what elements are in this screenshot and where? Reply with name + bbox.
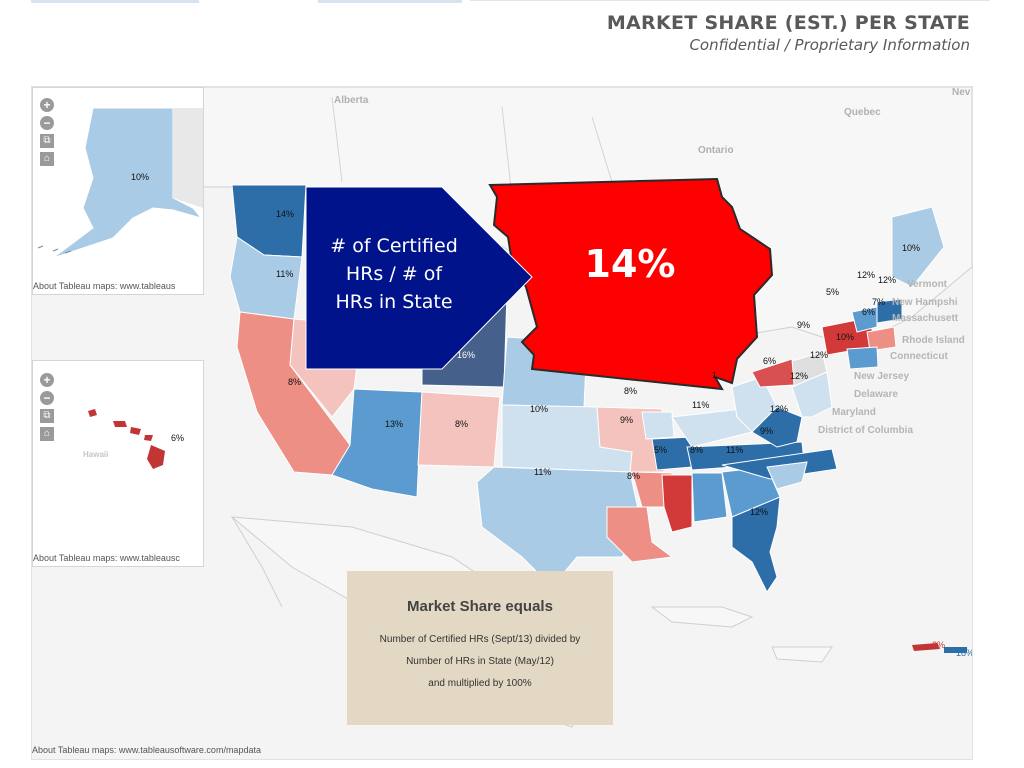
state-value-label: 18% — [956, 648, 972, 658]
state-value-label: 8% — [624, 386, 637, 396]
place-label-new-hampshire: New Hampshi — [892, 297, 958, 308]
state-value-label: 5% — [826, 287, 839, 297]
state-value-label: 11% — [726, 445, 743, 455]
state-value-label: 10% — [530, 404, 548, 414]
state-value-label: 9% — [760, 426, 773, 436]
state-value-label: 12% — [790, 371, 808, 381]
place-label-new-jersey: New Jersey — [854, 371, 909, 382]
state-value-label: 9% — [620, 415, 633, 425]
callout-line-2: HRs / # of — [345, 263, 443, 285]
zoom-in-button[interactable]: + — [40, 373, 54, 387]
callout-text: # of Certified HRs / # of HRs in State — [314, 232, 474, 316]
select-tool-button[interactable]: ⧉ — [40, 409, 54, 423]
select-tool-button[interactable]: ⧉ — [40, 134, 54, 148]
place-label-connecticut: Connecticut — [890, 351, 948, 362]
map-attribution[interactable]: About Tableau maps: www.tableausoftware.… — [32, 745, 261, 755]
hawaii-inset[interactable]: 6% Hawaii + − ⧉ ⌂ About Tableau maps: ww… — [32, 360, 204, 567]
callout-arrow-box — [305, 186, 533, 370]
state-value-label: 10% — [902, 243, 920, 253]
alaska-map: 10% — [37, 107, 203, 259]
place-label-delaware: Delaware — [854, 389, 898, 400]
zoom-out-button[interactable]: − — [40, 116, 54, 130]
state-value-label: 12% — [810, 350, 828, 360]
alaska-inset[interactable]: 10% + − ⧉ ⌂ About Tableau maps: www.tabl… — [32, 87, 204, 295]
definition-line-3: and multiplied by 100% — [428, 678, 532, 689]
state-value-label: 12% — [878, 275, 896, 285]
definition-line-2: Number of HRs in State (May/12) — [406, 656, 554, 667]
zoom-in-button[interactable]: + — [40, 98, 54, 112]
place-label-nev: Nev — [952, 87, 971, 98]
state-value-label: 1 — [712, 370, 717, 380]
state-value-label: 11% — [692, 400, 709, 410]
place-label-maryland: Maryland — [832, 407, 876, 418]
place-label-vermont: Vermont — [907, 279, 948, 290]
place-label-ontario: Ontario — [698, 145, 734, 156]
state-value-label: 11% — [276, 269, 293, 279]
hawaii-map: 6% Hawaii — [83, 409, 184, 469]
top-bar — [0, 0, 1024, 4]
state-value-label: 2% — [932, 640, 945, 650]
state-value-label: 7% — [872, 297, 885, 307]
callout-line-3: HRs in State — [335, 291, 453, 313]
definition-box: Market Share equals Number of Certified … — [347, 571, 613, 725]
main-map[interactable]: Alberta Quebec Ontario Nev Vermont New H… — [31, 86, 973, 760]
place-label-rhode-island: Rhode Island — [902, 335, 965, 346]
alaska-value: 10% — [131, 172, 149, 182]
state-value-label: 8% — [288, 377, 301, 387]
state-value-label: 6% — [862, 307, 875, 317]
state-value-label: 12% — [857, 270, 875, 280]
state-value-label: 12% — [770, 404, 788, 414]
place-label-quebec: Quebec — [844, 107, 881, 118]
place-label-district-of-columbia: District of Columbia — [818, 425, 913, 436]
place-label-alberta: Alberta — [334, 95, 369, 106]
hawaii-label: Hawaii — [83, 450, 108, 459]
page-subtitle: Confidential / Proprietary Information — [689, 36, 970, 54]
state-value-label: 16% — [457, 350, 475, 360]
hawaii-attribution[interactable]: About Tableau maps: www.tableausc — [33, 553, 180, 563]
page-title: MARKET SHARE (EST.) PER STATE — [606, 12, 970, 34]
state-value-label: 8% — [455, 419, 468, 429]
zoom-out-button[interactable]: − — [40, 391, 54, 405]
definition-line-1: Number of Certified HRs (Sept/13) divide… — [379, 634, 581, 645]
hawaii-value: 6% — [171, 433, 184, 443]
state-value-label: 8% — [690, 445, 703, 455]
state-value-label: 6% — [763, 356, 776, 366]
state-value-label: 11% — [534, 467, 551, 477]
state-value-label: 5% — [654, 445, 667, 455]
state-value-label: 8% — [627, 471, 640, 481]
callout-line-1: # of Certified — [330, 235, 458, 257]
home-button[interactable]: ⌂ — [40, 152, 54, 166]
home-button[interactable]: ⌂ — [40, 427, 54, 441]
place-label-massachusetts: Massachusett — [892, 313, 959, 324]
highlight-state-value: 14% — [584, 242, 676, 286]
page-header: MARKET SHARE (EST.) PER STATE Confidenti… — [607, 12, 970, 54]
alaska-zoom-controls: + − ⧉ ⌂ — [37, 94, 57, 166]
state-value-label: 14% — [276, 209, 294, 219]
state-value-label: 10% — [836, 332, 854, 342]
definition-title: Market Share equals — [407, 598, 553, 615]
hawaii-zoom-controls: + − ⧉ ⌂ — [37, 369, 57, 441]
alaska-attribution[interactable]: About Tableau maps: www.tableaus — [33, 281, 176, 291]
state-value-label: 12% — [750, 507, 768, 517]
state-value-label: 9% — [797, 320, 810, 330]
state-value-label: 13% — [385, 419, 403, 429]
